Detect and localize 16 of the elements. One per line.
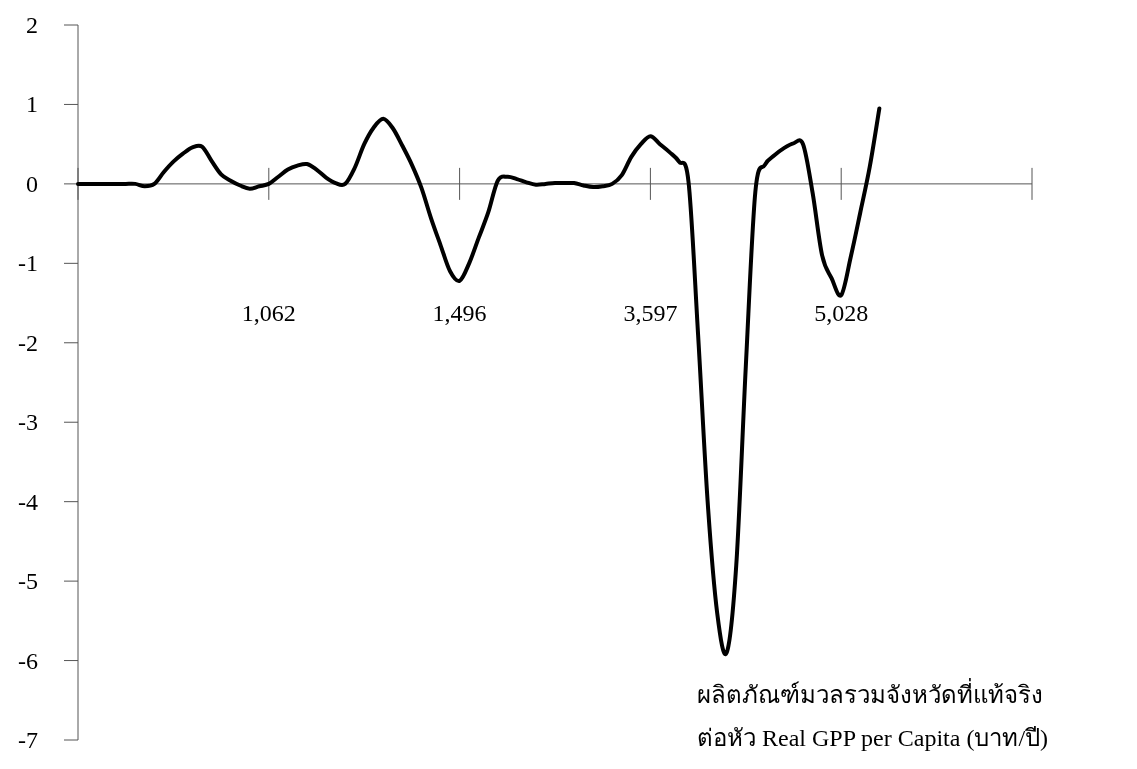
y-tick-label: -1 <box>18 250 38 277</box>
y-tick-label: -2 <box>18 329 38 356</box>
y-tick-label: 1 <box>26 91 38 118</box>
y-tick-label: -7 <box>18 727 38 753</box>
y-tick-label: -3 <box>18 409 38 436</box>
x-tick-label: 5,028 <box>814 300 869 326</box>
line-series <box>76 106 882 656</box>
y-tick-label: -5 <box>18 568 38 595</box>
y-tick-label: 2 <box>26 12 38 38</box>
x-axis-title: ผลิตภัณฑ์มวลรวมจังหวัดที่แท้จริง ต่อหัว Real GPP per Capita (บาท/ปี) <box>697 678 1049 751</box>
x-tick-label: 3,597 <box>623 300 678 326</box>
y-tick-label: -4 <box>18 488 38 515</box>
x-tick-label: 1,062 <box>241 300 296 326</box>
x-tick-label: 1,496 <box>432 300 487 326</box>
y-tick-label: -6 <box>18 647 38 674</box>
y-tick-label: 0 <box>26 170 38 197</box>
